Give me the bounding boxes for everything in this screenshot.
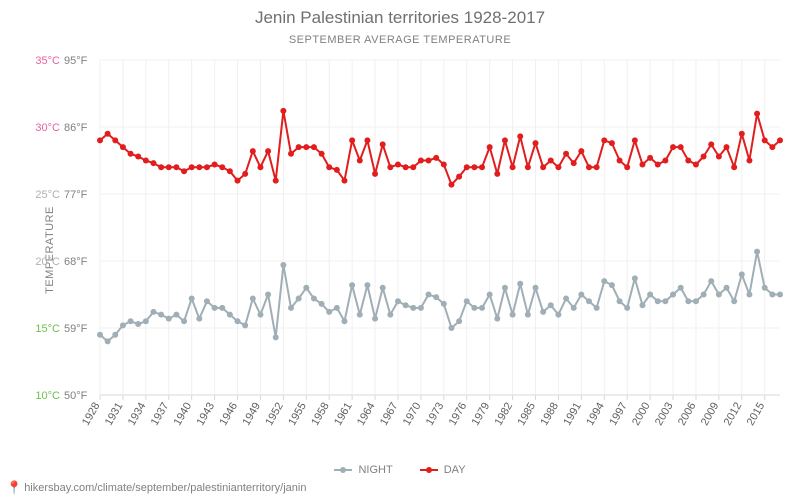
svg-text:1943: 1943: [195, 401, 218, 428]
legend-swatch-night: [334, 469, 352, 471]
svg-text:68°F: 68°F: [64, 256, 88, 268]
svg-text:86°F: 86°F: [64, 122, 88, 134]
svg-text:1982: 1982: [493, 401, 516, 428]
svg-text:1955: 1955: [286, 401, 309, 428]
svg-text:1973: 1973: [424, 401, 447, 428]
svg-text:1991: 1991: [561, 401, 584, 428]
svg-text:2012: 2012: [722, 401, 745, 428]
svg-text:1970: 1970: [401, 401, 424, 428]
legend-swatch-day: [420, 469, 438, 471]
svg-text:1994: 1994: [584, 401, 607, 428]
svg-text:1997: 1997: [607, 401, 630, 428]
map-pin-icon: 📍: [6, 480, 22, 496]
svg-text:2009: 2009: [699, 401, 722, 428]
svg-text:1976: 1976: [447, 401, 470, 428]
svg-text:1952: 1952: [263, 401, 286, 428]
svg-text:2006: 2006: [676, 401, 699, 428]
svg-text:1934: 1934: [126, 401, 149, 428]
svg-text:1937: 1937: [149, 401, 172, 428]
svg-text:1988: 1988: [538, 401, 561, 428]
svg-text:1931: 1931: [103, 401, 126, 428]
svg-text:15°C: 15°C: [35, 323, 60, 335]
svg-text:20°C: 20°C: [35, 256, 60, 268]
chart-root: Jenin Palestinian territories 1928-2017 …: [0, 0, 800, 500]
svg-text:10°C: 10°C: [35, 390, 60, 402]
source-footer: 📍 hikersbay.com/climate/september/palest…: [6, 480, 306, 496]
chart-plot: 10°C 50°F 15°C 59°F 20°C 68°F 25°C 77°F 30°C 86°F…: [0, 0, 800, 500]
svg-text:1964: 1964: [355, 401, 378, 428]
svg-text:2003: 2003: [653, 401, 676, 428]
legend-item-day: DAY: [420, 464, 466, 476]
legend-label-day: DAY: [444, 464, 466, 476]
svg-text:77°F: 77°F: [64, 189, 88, 201]
svg-text:30°C: 30°C: [35, 122, 60, 134]
svg-text:1946: 1946: [217, 401, 240, 428]
svg-text:35°C: 35°C: [35, 55, 60, 67]
svg-text:1958: 1958: [309, 401, 332, 428]
svg-text:95°F: 95°F: [64, 55, 88, 67]
svg-text:1961: 1961: [332, 401, 355, 428]
legend-label-night: NIGHT: [358, 464, 392, 476]
chart-legend: NIGHT DAY: [0, 462, 800, 476]
svg-text:25°C: 25°C: [35, 189, 60, 201]
svg-text:1928: 1928: [80, 401, 103, 428]
svg-text:50°F: 50°F: [64, 390, 88, 402]
legend-item-night: NIGHT: [334, 464, 392, 476]
svg-text:59°F: 59°F: [64, 323, 88, 335]
svg-text:1940: 1940: [172, 401, 195, 428]
source-url: hikersbay.com/climate/september/palestin…: [24, 482, 306, 494]
svg-text:1949: 1949: [240, 401, 263, 428]
svg-text:1979: 1979: [470, 401, 493, 428]
svg-text:2000: 2000: [630, 401, 653, 428]
svg-text:2015: 2015: [745, 401, 768, 428]
svg-text:1985: 1985: [515, 401, 538, 428]
svg-text:1967: 1967: [378, 401, 401, 428]
